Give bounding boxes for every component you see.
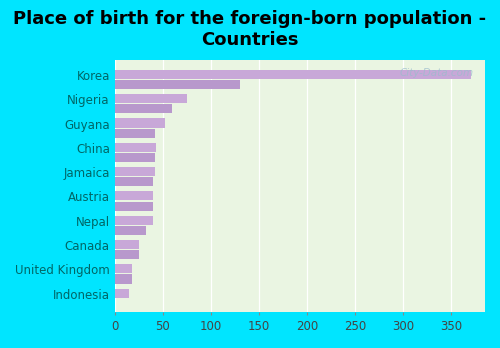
- Bar: [114, 226, 146, 235]
- Bar: [114, 275, 132, 284]
- Bar: [114, 191, 153, 200]
- Bar: [114, 264, 132, 274]
- Text: City-Data.com: City-Data.com: [400, 68, 474, 78]
- Bar: [114, 143, 156, 152]
- Bar: [114, 104, 172, 113]
- Bar: [114, 240, 138, 249]
- Bar: [114, 177, 153, 186]
- Text: Place of birth for the foreign-born population -
Countries: Place of birth for the foreign-born popu…: [14, 10, 486, 49]
- Bar: [114, 216, 153, 225]
- Bar: [114, 288, 129, 298]
- Bar: [114, 80, 240, 89]
- Bar: [114, 167, 155, 176]
- Bar: [114, 70, 470, 79]
- Bar: [114, 153, 155, 162]
- Bar: [114, 201, 153, 211]
- Bar: [114, 129, 155, 138]
- Bar: [114, 94, 187, 103]
- Bar: [114, 118, 164, 127]
- Bar: [114, 250, 138, 259]
